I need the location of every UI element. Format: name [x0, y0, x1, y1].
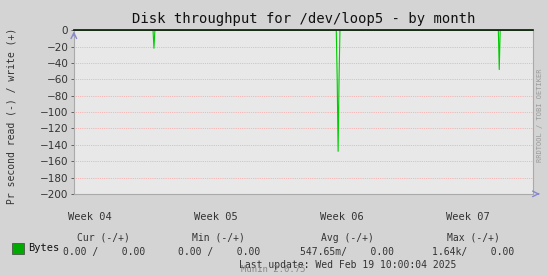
Text: Bytes: Bytes [28, 243, 60, 253]
Text: Week 06: Week 06 [320, 212, 364, 222]
Text: Week 04: Week 04 [68, 212, 112, 222]
Text: Min (-/+): Min (-/+) [193, 233, 245, 243]
Text: RRDTOOL / TOBI OETIKER: RRDTOOL / TOBI OETIKER [537, 69, 543, 162]
Text: Avg (-/+): Avg (-/+) [321, 233, 374, 243]
Text: Week 07: Week 07 [446, 212, 490, 222]
Text: Munin 2.0.75: Munin 2.0.75 [241, 265, 306, 274]
Text: 1.64k/    0.00: 1.64k/ 0.00 [432, 247, 514, 257]
Text: 0.00 /    0.00: 0.00 / 0.00 [63, 247, 145, 257]
Text: 0.00 /    0.00: 0.00 / 0.00 [178, 247, 260, 257]
Text: Cur (-/+): Cur (-/+) [78, 233, 130, 243]
Text: Last update: Wed Feb 19 10:00:04 2025: Last update: Wed Feb 19 10:00:04 2025 [238, 260, 456, 270]
Title: Disk throughput for /dev/loop5 - by month: Disk throughput for /dev/loop5 - by mont… [132, 12, 475, 26]
Text: 547.65m/    0.00: 547.65m/ 0.00 [300, 247, 394, 257]
Text: Max (-/+): Max (-/+) [447, 233, 499, 243]
Text: Pr second read (-) / write (+): Pr second read (-) / write (+) [7, 28, 16, 204]
Text: Week 05: Week 05 [194, 212, 238, 222]
